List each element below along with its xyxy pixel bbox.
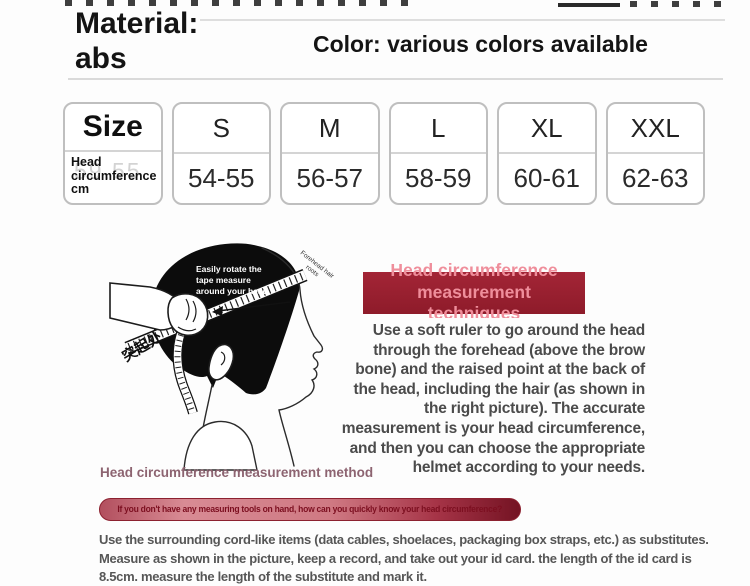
collar-shape bbox=[183, 420, 258, 471]
size-label: XL bbox=[530, 112, 563, 143]
ghost-watermark: 59.55 bbox=[74, 158, 142, 185]
banner-title-line: measurement bbox=[417, 281, 531, 302]
instruction-line: the right picture). The accurate bbox=[424, 400, 645, 418]
instruction-line: bone) and the raised point at the back o… bbox=[355, 361, 645, 379]
size-card-xl: XL 60-61 bbox=[497, 102, 597, 205]
size-range: 56-57 bbox=[282, 152, 378, 203]
measurement-instructions: Use a soft ruler to go around the head t… bbox=[315, 321, 645, 478]
size-range: 58-59 bbox=[390, 152, 486, 203]
banner-background bbox=[363, 272, 585, 314]
protrusion-point-note: 突起处 bbox=[119, 327, 166, 365]
size-range: 62-63 bbox=[607, 152, 703, 203]
instruction-line: measurement is your head circumference, bbox=[341, 419, 645, 437]
size-table-row-label-cell: 59.55 Head circumference cm bbox=[65, 150, 161, 203]
tip-answer-line: Measure as shown in the picture, keep a … bbox=[99, 550, 692, 566]
instruction-line: the head, including the hair (as shown i… bbox=[353, 380, 646, 398]
rotate-direction-arrow bbox=[212, 301, 291, 316]
cropped-underline-fragment bbox=[558, 3, 620, 7]
tip-answer-text: Use the surrounding cord-like items (dat… bbox=[99, 531, 750, 586]
banner-title: Head circumference measurement technique… bbox=[363, 260, 585, 318]
divider-top bbox=[200, 19, 725, 21]
size-table-title: Size bbox=[82, 110, 143, 144]
size-card-s: S 54-55 bbox=[171, 102, 271, 205]
size-card-xxl: XXL 62-63 bbox=[605, 102, 705, 205]
tip-answer-line: 8.5cm. measure the length of the substit… bbox=[99, 569, 427, 584]
size-card-m: M 56-57 bbox=[280, 102, 380, 205]
size-label: S bbox=[212, 112, 230, 143]
cropped-text-fragments-right bbox=[630, 1, 725, 7]
size-label: L bbox=[431, 112, 446, 143]
measurement-banner: Head circumference measurement technique… bbox=[363, 259, 585, 318]
svg-text:Easily rotate the: Easily rotate the bbox=[196, 264, 262, 274]
hair-note-text: Easily rotate the tape measure around yo… bbox=[196, 264, 268, 296]
tip-answer-line: Use the surrounding cord-like items (dat… bbox=[99, 532, 709, 547]
size-label: M bbox=[318, 112, 341, 143]
size-card-l: L 58-59 bbox=[388, 102, 488, 205]
illustration-caption: Head circumference measurement method bbox=[100, 465, 374, 480]
size-range: 54-55 bbox=[173, 152, 269, 203]
hair-shape bbox=[151, 243, 300, 395]
head-measurement-illustration: Easily rotate the tape measure around yo… bbox=[109, 243, 336, 471]
material-label: Material: bbox=[75, 7, 199, 40]
ear-inner-line bbox=[220, 351, 226, 366]
banner-title-line: Head circumference bbox=[390, 260, 558, 280]
size-table: Size 59.55 Head circumference cm S 54-55… bbox=[63, 102, 705, 205]
material-value: abs bbox=[75, 42, 127, 75]
face-profile-outline bbox=[261, 247, 324, 467]
tape-measure-dangling-end bbox=[172, 331, 198, 415]
banner-title-line: techniques bbox=[427, 303, 521, 318]
material-heading: Material: abs bbox=[75, 6, 198, 76]
svg-text:around your head: around your head bbox=[196, 286, 268, 296]
tip-question-pill: If you don't have any measuring tools on… bbox=[99, 498, 521, 521]
instruction-line: Use a soft ruler to go around the head bbox=[372, 322, 645, 339]
tip-question-text: If you don't have any measuring tools on… bbox=[117, 504, 503, 515]
size-table-row-label: Head circumference cm bbox=[71, 155, 157, 197]
size-label: XXL bbox=[630, 112, 680, 143]
svg-text:突起处: 突起处 bbox=[119, 327, 166, 365]
instruction-line: through the forehead (above the brow bbox=[373, 341, 645, 359]
cropped-text-fragments-left bbox=[65, 0, 415, 6]
divider-under-material bbox=[68, 78, 723, 80]
hand-finger-lines bbox=[177, 298, 197, 332]
svg-text:tape measure: tape measure bbox=[196, 275, 251, 285]
ear-shape bbox=[208, 343, 235, 381]
color-availability-text: Color: various colors available bbox=[313, 31, 648, 57]
instruction-line: and then you can choose the appropriate bbox=[349, 439, 646, 457]
instruction-line: helmet according to your needs. bbox=[412, 459, 646, 477]
size-table-header-card: Size 59.55 Head circumference cm bbox=[63, 102, 163, 205]
size-range: 60-61 bbox=[499, 152, 595, 203]
